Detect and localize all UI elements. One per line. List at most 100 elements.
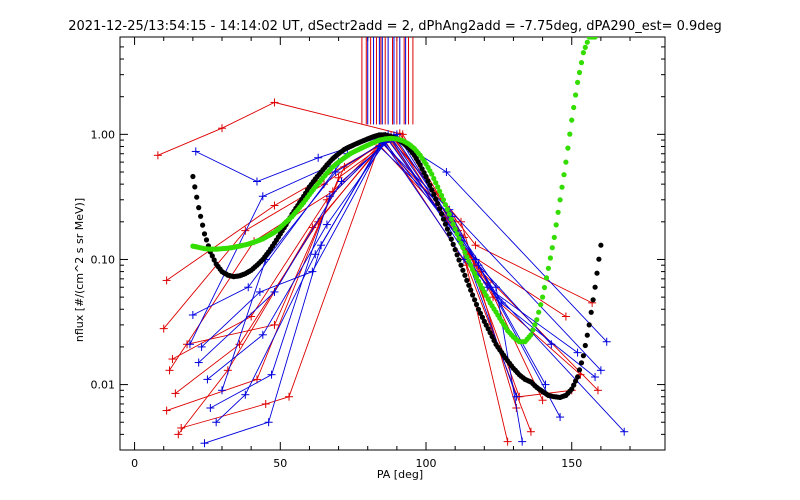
data-point-red	[162, 276, 171, 285]
series-line-blue	[192, 133, 596, 378]
fit-dot-green	[541, 284, 548, 291]
fit-dot-black	[429, 187, 435, 193]
fit-dot-black	[477, 310, 483, 316]
data-point-blue	[491, 283, 500, 292]
y-tick-label: 1.00	[91, 128, 116, 141]
fit-dot-green	[454, 231, 460, 237]
data-point-red	[168, 355, 177, 364]
fit-dot-black	[444, 226, 450, 232]
fit-dot-black	[452, 247, 458, 253]
series-line-blue	[198, 138, 578, 363]
data-point-blue	[337, 177, 346, 186]
series-line-blue	[204, 139, 625, 444]
fit-dot-black	[454, 252, 460, 258]
fit-dot-green	[452, 226, 458, 232]
fit-curve-black	[190, 132, 604, 400]
fit-dot-black	[203, 237, 210, 243]
data-point-blue	[258, 330, 267, 339]
data-point-red	[218, 124, 227, 133]
fit-dot-black	[456, 257, 462, 263]
x-tick-label: 150	[561, 457, 582, 470]
fit-dot-black	[466, 282, 472, 288]
fit-dot-black	[479, 314, 485, 320]
fit-dot-black	[475, 306, 482, 312]
fit-dot-green	[575, 79, 581, 85]
fit-dot-green	[468, 262, 474, 268]
fit-dot-green	[439, 192, 445, 199]
data-point-blue	[206, 403, 215, 412]
fit-dot-black	[571, 382, 577, 388]
fit-dot-green	[440, 197, 447, 203]
fit-dot-green	[555, 209, 561, 215]
data-point-blue	[200, 439, 209, 448]
fit-dot-green	[534, 317, 540, 323]
data-point-red	[561, 312, 570, 321]
data-point-red	[593, 386, 602, 395]
fit-dot-green	[431, 175, 437, 182]
fit-dot-green	[567, 131, 573, 137]
chart-title: 2021-12-25/13:54:15 - 14:14:02 UT, dSect…	[68, 19, 722, 34]
data-point-blue	[556, 413, 565, 422]
fit-dot-black	[462, 272, 468, 278]
fit-dot-green	[549, 245, 555, 251]
fit-dot-black	[439, 211, 445, 217]
series-line-red	[181, 144, 509, 442]
fit-dot-green	[532, 322, 538, 328]
fit-dot-black	[419, 166, 425, 172]
fit-dot-green	[538, 302, 544, 308]
fit-dot-black	[440, 216, 447, 222]
fit-dot-black	[423, 173, 429, 180]
vertical-marker-lines	[361, 37, 414, 125]
fit-dot-black	[590, 297, 596, 303]
fit-dot-black	[460, 267, 466, 273]
fit-dot-black	[575, 374, 581, 380]
fit-dot-green	[435, 184, 441, 190]
fit-dot-green	[429, 171, 435, 177]
fit-dot-green	[456, 235, 462, 242]
fit-dot-green	[547, 255, 554, 261]
x-tick-label: 50	[273, 457, 287, 470]
fit-dot-green	[565, 145, 571, 151]
data-point-blue	[541, 380, 550, 389]
fit-dot-green	[448, 216, 454, 222]
fit-dot-black	[458, 262, 464, 268]
fit-dot-green	[460, 245, 466, 251]
fit-dot-black	[433, 196, 439, 202]
data-point-blue	[252, 177, 261, 186]
fit-dot-green	[536, 309, 542, 315]
fit-dot-black	[468, 287, 474, 293]
fit-dot-black	[489, 333, 495, 340]
data-point-blue	[194, 358, 203, 367]
data-point-blue	[442, 168, 451, 177]
fit-dot-black	[578, 360, 585, 366]
data-point-blue	[241, 390, 250, 399]
fit-dot-black	[586, 322, 592, 328]
fit-dot-green	[584, 39, 590, 45]
fit-dot-black	[196, 205, 202, 211]
fit-dot-green	[561, 172, 567, 178]
data-point-red	[270, 320, 279, 329]
fit-dot-black	[588, 309, 594, 315]
data-point-red	[503, 437, 512, 446]
data-point-red	[526, 427, 535, 436]
x-tick-label: 100	[416, 457, 437, 470]
fit-dot-black	[209, 253, 215, 259]
fit-dot-black	[442, 221, 448, 227]
data-point-blue	[596, 366, 605, 375]
y-tick-label: 0.10	[91, 253, 116, 266]
fit-dot-green	[472, 270, 478, 277]
data-point-red	[159, 324, 168, 333]
data-point-blue	[185, 340, 194, 349]
fit-dot-black	[598, 242, 604, 248]
series-line-blue	[210, 136, 546, 409]
fit-dot-black	[431, 191, 437, 197]
fit-dot-black	[198, 213, 204, 219]
data-point-blue	[331, 168, 340, 177]
fit-dot-green	[530, 327, 536, 333]
fit-dot-black	[446, 231, 452, 237]
data-point-red	[174, 430, 183, 439]
fit-dot-black	[472, 297, 478, 303]
data-point-blue	[322, 220, 331, 229]
fit-dot-black	[582, 342, 588, 349]
